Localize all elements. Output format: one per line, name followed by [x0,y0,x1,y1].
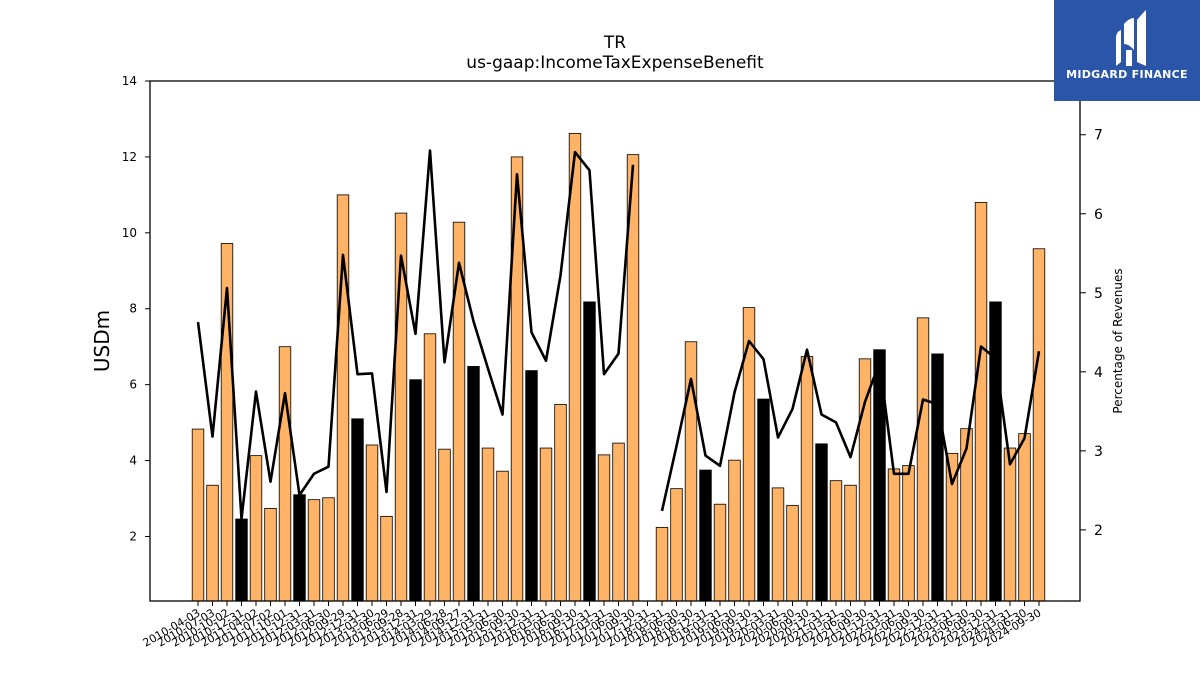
bar-2018-03-31 [655,526,669,602]
bar-2016-03-31 [539,447,553,602]
bar-2022-09-30 [916,317,930,602]
bar-2019-12-31 [757,398,770,602]
bar-2010-12-31 [235,518,248,602]
midgard-logo-icon [1116,10,1146,66]
bar-2011-04-02 [249,455,263,602]
bar-2023-12-31 [989,301,1002,602]
bar-2021-06-30 [844,484,857,602]
bar-2020-06-30 [786,504,799,602]
y-axis: 2 4 6 8 10 12 14 [122,74,150,543]
bar-2013-12-31 [409,379,422,602]
y-axis-label: USDm [90,310,114,372]
y-tick-label: 8 [129,302,137,316]
y2-axis: 2 3 4 5 6 7 [1080,128,1103,539]
bar-2014-06-28 [438,448,451,602]
y-tick-label: 6 [129,378,137,392]
bar-2022-12-31 [931,353,944,602]
chart-subtitle: us-gaap:IncomeTaxExpenseBenefit [466,53,764,73]
bar-2019-06-30 [728,459,741,602]
bar-2022-03-31 [887,468,901,602]
y2-tick-label: 3 [1094,444,1103,460]
bar-2019-03-31 [713,503,727,602]
bar-2018-06-30 [670,488,683,602]
bar-2017-03-31 [597,454,611,602]
y2-tick-label: 5 [1094,286,1103,302]
bar-2020-09-30 [800,356,814,602]
bar-2013-06-29 [380,515,393,602]
chart-title: TR [603,33,626,53]
bar-2017-06-30 [612,442,625,602]
bar-2011-07-02 [264,507,277,602]
bar-2018-12-31 [699,469,712,602]
bars [191,132,1046,602]
series-line-0-0 [196,149,635,521]
bar-2023-06-30 [960,428,973,602]
bar-2010-04-03 [191,428,205,602]
y2-axis-label: Percentage of Revenues [1111,268,1125,413]
bar-2010-07-03 [206,484,219,602]
bar-2012-03-31 [307,499,321,602]
bar-2015-06-30 [496,470,509,602]
bar-2016-12-31 [583,301,596,602]
bar-2016-09-30 [568,132,582,602]
y2-tick-label: 2 [1094,523,1103,539]
y-tick-label: 10 [122,226,137,240]
line-layer [196,149,1041,521]
bar-2021-03-31 [829,480,843,602]
bar-2024-09-30 [1032,248,1046,602]
bar-2024-03-31 [1003,447,1017,602]
bar-2021-09-30 [858,358,872,602]
bar-2020-03-31 [771,487,785,602]
bar-2022-06-30 [902,465,915,602]
y2-tick-label: 7 [1094,128,1103,144]
series-line-0-1 [660,339,1041,512]
y-tick-label: 14 [122,74,137,88]
bar-2012-12-31 [351,418,364,602]
midgard-finance-logo: MIDGARD FINANCE [1054,0,1200,101]
bar-2014-03-29 [423,333,437,602]
bar-2024-06-30 [1018,433,1031,602]
y-tick-label: 12 [122,150,137,164]
bar-2015-03-31 [481,447,495,602]
bar-2023-09-30 [974,202,988,602]
bar-2011-12-31 [293,494,306,602]
plot-frame [149,80,1081,602]
y2-tick-label: 4 [1094,365,1103,381]
brand-name: MIDGARD FINANCE [1066,68,1188,81]
bar-2013-03-30 [365,444,379,602]
x-axis: 2010-04-032010-07-032010-10-022010-12-31… [141,601,1044,650]
bar-2012-06-30 [322,497,335,602]
bar-2014-12-31 [467,366,480,602]
y-tick-label: 2 [129,529,137,543]
bar-2016-06-30 [554,403,567,602]
y-tick-label: 4 [129,454,137,468]
bar-2015-12-31 [525,370,538,602]
y2-tick-label: 6 [1094,207,1103,223]
bar-2011-10-01 [278,346,292,602]
bar-2020-12-31 [815,443,828,602]
